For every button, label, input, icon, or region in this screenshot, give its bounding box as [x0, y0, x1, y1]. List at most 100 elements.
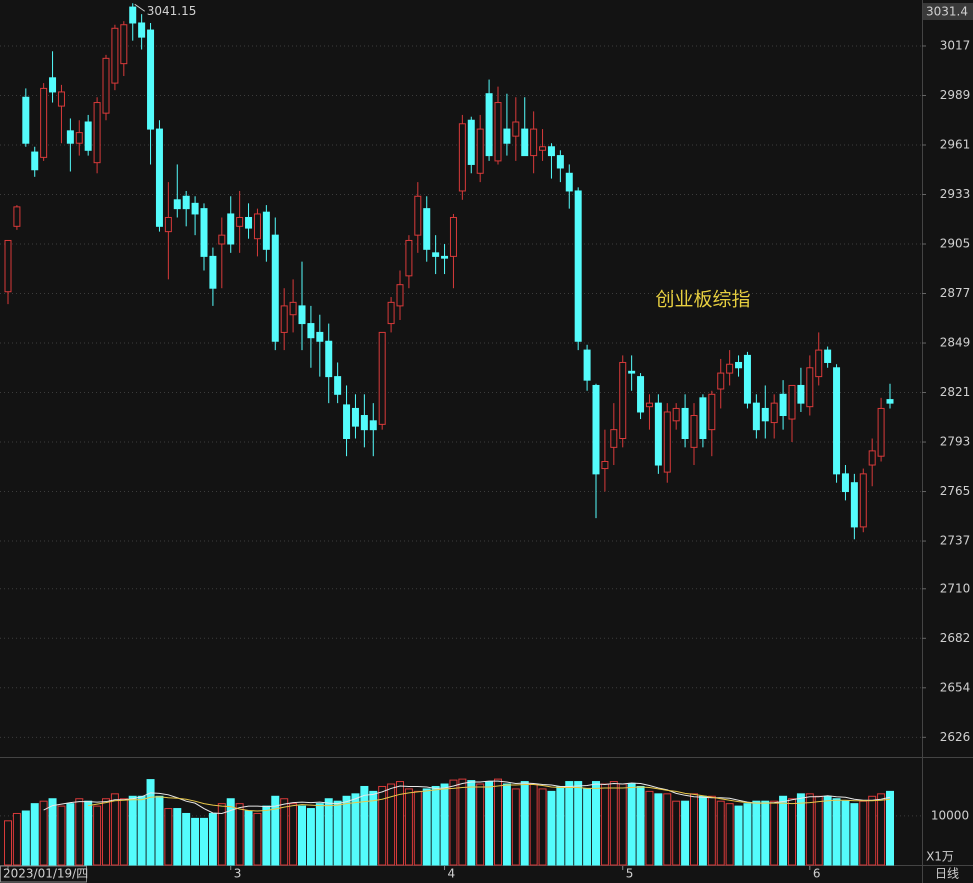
candle-body — [200, 208, 208, 257]
candle-body — [806, 367, 814, 408]
volume-bar — [654, 793, 663, 866]
y-tick-label: 2849 — [940, 336, 971, 350]
volume-bar — [226, 798, 235, 866]
candle-body — [334, 376, 342, 395]
volume-bar — [672, 800, 681, 866]
volume-bar — [850, 803, 859, 866]
volume-bar — [75, 798, 84, 866]
candle-body — [173, 199, 181, 210]
volume-bar — [21, 810, 30, 866]
volume-bar — [663, 793, 672, 866]
candle-body — [699, 397, 707, 440]
volume-bar — [627, 783, 636, 866]
volume-tick-label: 10000 — [931, 808, 969, 822]
volume-bar — [182, 812, 191, 866]
volume-bar — [788, 798, 796, 866]
volume-ma-line — [88, 784, 891, 812]
candle-body — [4, 239, 12, 293]
volume-bar — [868, 795, 877, 866]
volume-bar — [449, 779, 458, 866]
candle-body — [396, 284, 404, 307]
volume-bar — [458, 778, 467, 866]
volume-bar — [511, 788, 520, 866]
volume-bar — [529, 783, 538, 866]
y-tick-label: 2737 — [940, 534, 971, 548]
volume-bar — [289, 803, 298, 866]
candle-body — [681, 407, 689, 440]
candle-body — [405, 239, 413, 277]
volume-bar — [30, 803, 39, 866]
volume-bar — [404, 788, 413, 866]
candle-body — [824, 349, 832, 363]
candle-body — [93, 102, 101, 164]
candle-body — [850, 482, 858, 528]
volume-bar — [39, 800, 48, 866]
candle-body — [262, 211, 270, 250]
y-tick-label: 2765 — [940, 484, 971, 498]
volume-bar — [592, 781, 600, 866]
candle-body — [761, 407, 769, 422]
volume-bar — [716, 800, 725, 866]
chart-title: 创业板综指 — [655, 289, 750, 311]
volume-bar — [315, 803, 324, 866]
candle-body — [503, 128, 511, 144]
candle-body — [164, 216, 172, 233]
volume-bar — [823, 795, 832, 866]
candle-body — [539, 146, 547, 151]
y-tick-label: 2877 — [940, 286, 971, 300]
candle-body — [752, 402, 760, 431]
candle-body — [565, 172, 573, 192]
candle-body — [441, 255, 449, 259]
volume-bar — [4, 820, 12, 866]
volume-bar — [565, 781, 574, 866]
candle-body — [289, 301, 297, 316]
candle-body — [476, 128, 484, 174]
volume-bar — [636, 785, 645, 866]
volume-bar — [440, 783, 449, 866]
volume-bar — [173, 808, 182, 866]
volume-bar — [351, 793, 360, 866]
candle-body — [859, 473, 867, 528]
volume-bar — [164, 808, 173, 866]
y-tick-label: 2710 — [940, 581, 971, 595]
volume-bar — [574, 781, 583, 866]
volume-bar — [155, 795, 164, 866]
candle-body — [654, 402, 662, 466]
date-box — [0, 865, 87, 883]
volume-bar — [476, 783, 485, 866]
candle-body — [645, 402, 653, 408]
volume-bar — [645, 790, 654, 866]
volume-bar — [752, 800, 761, 866]
volume-bar — [832, 798, 841, 866]
volume-bar — [235, 803, 244, 866]
volume-bar — [84, 800, 93, 866]
candle-body — [236, 216, 244, 227]
volume-bar — [93, 805, 102, 866]
volume-bar — [413, 790, 422, 866]
volume-bar — [707, 795, 716, 866]
y-tick-label: 2682 — [940, 631, 971, 645]
candle-body — [797, 384, 805, 404]
candle-body — [521, 128, 529, 157]
volume-bar — [805, 793, 814, 866]
candle-body — [779, 393, 787, 417]
volume-bar — [431, 785, 440, 866]
volume-bar — [779, 795, 788, 866]
volume-bar — [48, 798, 57, 866]
top-price: 3031.4 — [926, 5, 968, 19]
candle-body — [84, 121, 92, 151]
candle-body — [583, 349, 591, 381]
candle-body — [512, 121, 520, 137]
volume-bar — [841, 800, 850, 866]
volume-bar — [538, 788, 547, 866]
candle-body — [877, 407, 885, 457]
candle-body — [40, 87, 48, 158]
volume-bar — [369, 790, 378, 866]
y-tick-label: 2821 — [940, 385, 971, 399]
candle-body — [325, 340, 333, 378]
volume-bar — [342, 795, 351, 866]
volume-bar — [494, 778, 502, 866]
high-pointer — [134, 3, 146, 12]
volume-bar — [396, 781, 404, 866]
